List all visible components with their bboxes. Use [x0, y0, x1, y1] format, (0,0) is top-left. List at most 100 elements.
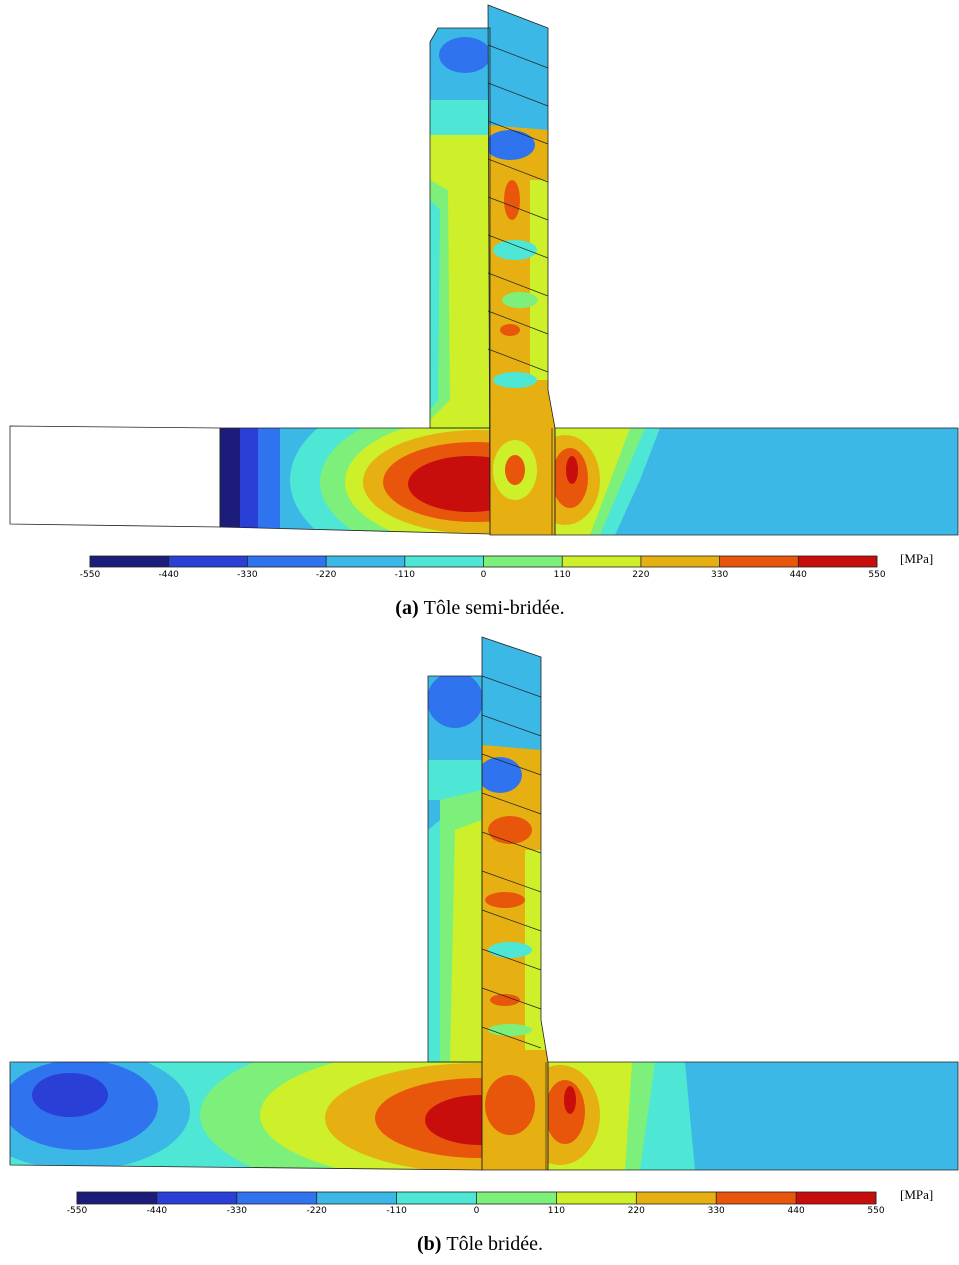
contour-shape [481, 987, 542, 1010]
contour-shape [505, 455, 525, 485]
colorbar-segment [640, 556, 720, 567]
contour-shape [481, 948, 542, 971]
colorbar-tick-label: 440 [788, 1206, 805, 1216]
contour-shape [487, 44, 549, 69]
colorbar-segment [798, 556, 877, 567]
colorbar-segment [168, 556, 248, 567]
contour-shape [487, 158, 549, 183]
contour-shape [530, 180, 555, 380]
group [428, 676, 482, 1062]
contour-shape [564, 1086, 576, 1114]
group [10, 1062, 482, 1170]
colorbar-segment [404, 556, 484, 567]
contour-shape [487, 196, 549, 221]
colorbar-segment [556, 1192, 637, 1204]
contour-shape [487, 272, 549, 297]
colorbar-tick-label: -330 [237, 570, 258, 580]
colorbar-segment [326, 556, 405, 567]
contour-shape [500, 324, 520, 336]
contour-shape [481, 753, 542, 776]
contour-shape [408, 456, 490, 512]
colorbar-segment [77, 1192, 157, 1204]
colorbar-segment [636, 1192, 717, 1204]
colorbar-tick-label: 110 [554, 570, 571, 580]
contour-shape [502, 292, 538, 308]
colorbar-tick-label: 220 [628, 1206, 645, 1216]
contour-shape [482, 637, 541, 750]
contour-shape [488, 942, 532, 958]
contour-plot-b [9, 636, 959, 1171]
colorbar-tick-label: -550 [67, 1206, 88, 1216]
contour-plot-a [9, 4, 959, 536]
contour-shape [490, 994, 520, 1006]
colorbar-tick-label: -440 [158, 570, 179, 580]
contour-shape [430, 100, 490, 140]
colorbar-tick-label: 0 [481, 570, 487, 580]
contour-shape [487, 234, 549, 259]
contour-shape [487, 120, 549, 145]
contour-shape [488, 5, 548, 130]
colorbar-segment [796, 1192, 876, 1204]
colorbar-tick-label: -440 [147, 1206, 168, 1216]
contour-shape [554, 427, 959, 536]
colorbar-tick-label: 550 [868, 570, 885, 580]
contour-shape [481, 675, 542, 698]
contour-shape [488, 130, 535, 160]
contour-shape [481, 714, 542, 737]
contour-shape [220, 428, 240, 534]
contour-shape [481, 909, 542, 932]
colorbar-tick-label: -110 [386, 1206, 407, 1216]
contour-shape [429, 27, 491, 429]
contour-shape [547, 1061, 959, 1171]
contour-shape [487, 310, 549, 335]
colorbar-tick-label: 440 [790, 570, 807, 580]
contour-shape [428, 676, 482, 728]
contour-shape [488, 1024, 532, 1036]
colorbar-segment [562, 556, 641, 567]
colorbar-segment [236, 1192, 317, 1204]
group [548, 1062, 958, 1170]
colorbar-segment [476, 1192, 557, 1204]
contour-shape [493, 240, 537, 260]
contour-shape [450, 820, 482, 1062]
colorbar-segment [719, 556, 799, 567]
contour-shape [487, 82, 549, 107]
contour-shape [428, 820, 440, 1062]
caption-label: (b) [417, 1233, 441, 1255]
contour-shape [481, 1026, 542, 1049]
colorbar-segment [316, 1192, 397, 1204]
figure-caption: (a) Tôle semi-bridée. [395, 597, 564, 619]
group [488, 5, 555, 535]
colorbar-tick-label: 0 [474, 1206, 480, 1216]
colorbar-tick-label: -220 [316, 570, 337, 580]
contour-shape [548, 1080, 585, 1144]
colorbar-tick-label: 550 [867, 1206, 884, 1216]
contour-shape [481, 792, 542, 815]
colorbar-segment [716, 1192, 797, 1204]
contour-shape [481, 831, 542, 854]
colorbar-segment [483, 556, 563, 567]
contour-shape [439, 37, 490, 73]
colorbar-tick-label: -220 [306, 1206, 327, 1216]
colorbar-unit: [MPa] [900, 1187, 933, 1202]
contour-shape [485, 892, 525, 908]
colorbars: -550 -440 -330 -220 -110 0 110 220 330 440 550 [MPa… [67, 551, 933, 1255]
caption-text: Tôle bridée. [446, 1233, 543, 1255]
contour-shape [493, 372, 537, 388]
contour-shape [482, 757, 522, 793]
colorbar-segment [396, 1192, 477, 1204]
colorbar-tick-label: -110 [395, 570, 416, 580]
contour-shape [566, 456, 578, 484]
contour-shape [488, 816, 532, 844]
colorbar-tick-label: 330 [708, 1206, 725, 1216]
caption-label: (a) [395, 597, 418, 619]
contour-shape [487, 348, 549, 373]
contour-shape [32, 1073, 108, 1117]
contour-shape [485, 1075, 535, 1135]
colorbar-tick-label: 110 [548, 1206, 565, 1216]
colorbar-tick-label: -550 [80, 570, 101, 580]
figure-caption: (b) Tôle bridée. [417, 1233, 543, 1255]
contour-shape [430, 200, 440, 410]
contour-shape [9, 425, 221, 528]
